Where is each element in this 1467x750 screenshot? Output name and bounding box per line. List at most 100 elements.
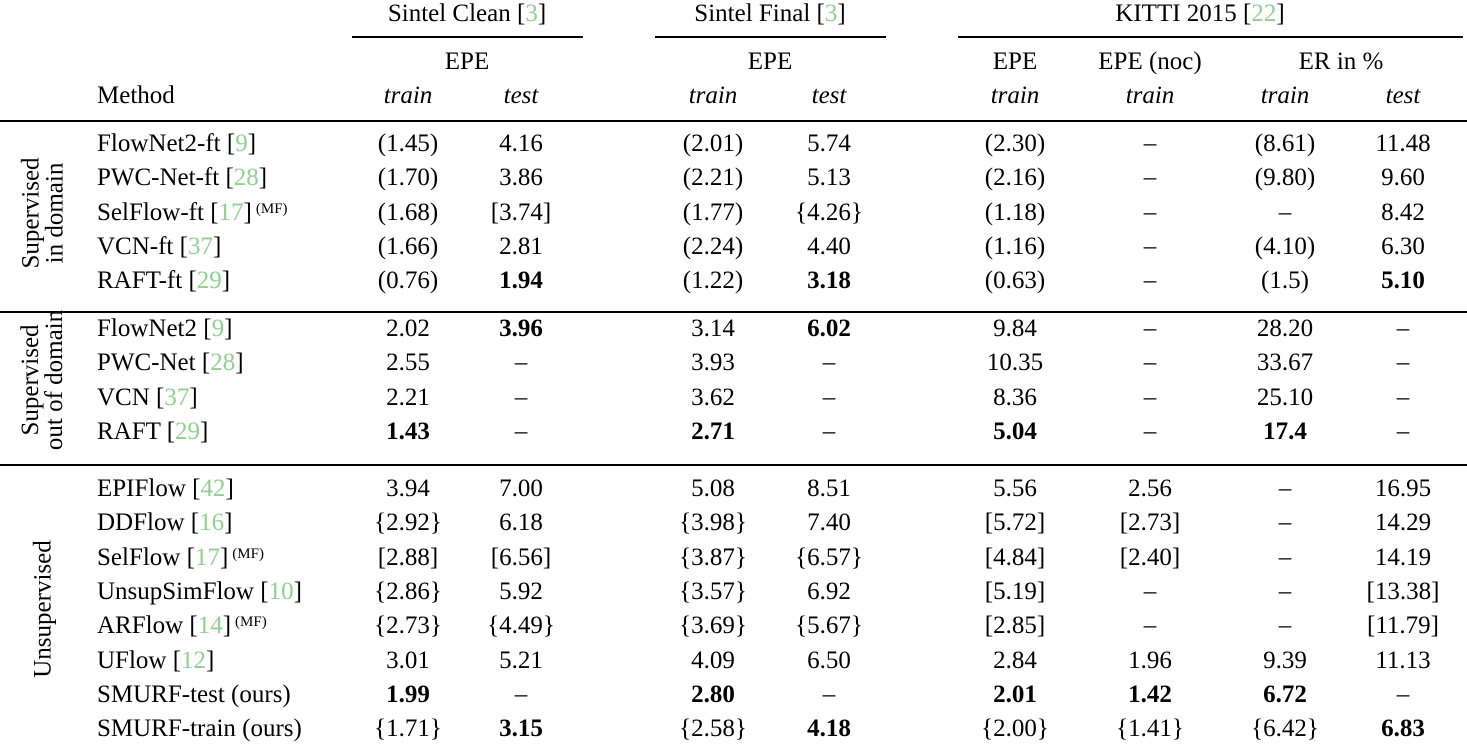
metric-header: EPE [444,48,490,75]
method-name: ARFlow [14] (MF) [97,611,267,641]
group-header: Sintel Clean [3] [388,0,546,29]
table-cell: – [1143,130,1157,157]
citation-bracket: ] [258,164,268,192]
multi-frame-marker: (MF) [232,545,264,562]
method-label: FlowNet2-ft [97,130,221,157]
citation-bracket: [ [253,577,269,605]
citation-bracket: [ [166,646,182,674]
method-name: SMURF-test (ours) [97,680,291,710]
split-header: test [503,82,539,109]
group-label: Sintel Clean [387,0,517,27]
group-label: KITTI 2015 [1115,0,1244,27]
table-cell: (1.5) [1261,267,1309,295]
table-cell: 1.42 [1128,680,1172,708]
table-cell: (2.30) [984,130,1046,157]
table-cell: (1.68) [377,198,439,226]
table-cell: – [1143,267,1157,295]
table-cell: 16.95 [1374,475,1432,502]
group-rule [655,36,886,38]
citation-number: 3 [525,0,538,27]
table-cell: 10.35 [986,349,1044,377]
table-cell: [5.19] [984,577,1046,605]
section-rule [0,311,1467,313]
section-label-line: out of domain [41,310,69,451]
citation-bracket: [ [183,612,198,640]
citation-bracket: ] [537,0,547,27]
table-cell: – [514,680,528,708]
section-label-line: Supervised [17,157,45,269]
citation-bracket: ] [219,543,229,571]
table-cell: 2.80 [691,680,735,708]
method-label: VCN [97,383,150,411]
section-label: Supervised in domain [17,157,69,269]
split-header: train [990,82,1040,109]
table-cell: 3.14 [691,315,735,342]
table-cell: 3.94 [386,475,430,502]
table-cell: 1.94 [499,267,543,295]
table-cell: 6.83 [1381,715,1425,743]
method-name: UFlow [12] [97,646,214,676]
method-label: UnsupSimFlow [97,577,254,605]
table-cell: – [1396,349,1410,377]
table-cell: 25.10 [1256,383,1314,411]
table-cell: 8.42 [1381,198,1425,226]
table-cell: 2.71 [691,417,735,445]
table-cell: 2.56 [1128,475,1172,502]
citation-number: 42 [200,475,226,502]
method-name: SMURF-train (ours) [97,714,302,744]
method-label: SelFlow-ft [97,198,204,226]
table-cell: (4.10) [1254,232,1316,260]
table-cell: 4.18 [807,715,851,743]
method-name: UnsupSimFlow [10] [97,577,302,607]
table-cell: {5.67} [795,612,863,640]
table-cell: 5.21 [499,646,543,674]
citation-number: 29 [196,267,222,295]
table-cell: 7.00 [499,475,543,502]
citation-bracket: [ [173,232,188,260]
table-cell: (1.45) [377,130,439,157]
split-header: train [1260,82,1310,109]
table-cell: [13.38] [1366,577,1440,605]
table-cell: 1.96 [1128,646,1172,674]
section-label-line: in domain [41,162,69,263]
citation-number: 16 [199,509,225,537]
citation-number: 9 [235,130,248,157]
table-cell: 2.55 [386,349,430,377]
table-cell: [4.84] [984,543,1046,571]
group-header: KITTI 2015 [22] [1115,0,1284,29]
method-label: EPIFlow [97,475,186,502]
table-cell: 3.15 [499,715,543,743]
method-label: DDFlow [97,509,185,537]
table-cell: – [1278,509,1292,537]
table-cell: – [514,383,528,411]
citation-number: 14 [197,612,223,640]
citation-bracket: ] [206,646,215,674]
table-cell: – [1143,577,1157,605]
method-label: RAFT-ft [97,267,183,295]
table-cell: – [1278,577,1292,605]
table-cell: 5.08 [691,475,735,502]
method-name: RAFT [29] [97,417,208,447]
citation-number: 3 [824,0,838,27]
table-cell: – [1278,543,1292,571]
table-cell: – [1143,417,1157,445]
table-cell: 1.43 [386,417,430,445]
table-cell: 4.40 [807,232,851,260]
citation-number: 10 [268,577,294,605]
method-label: SMURF-train (ours) [97,715,302,743]
metric-header: ER in % [1298,48,1384,75]
table-cell: (1.18) [984,198,1046,226]
citation-number: 29 [175,417,201,445]
table-cell: – [822,680,836,708]
table-cell: 3.01 [386,646,430,674]
multi-frame-marker: (MF) [255,200,288,217]
citation-number: 22 [1251,0,1277,27]
table-cell: – [514,349,528,377]
table-cell: 7.40 [807,509,851,537]
table-cell: 4.16 [499,130,543,157]
table-cell: – [1143,315,1157,342]
section-label: Supervised out of domain [17,310,69,451]
table-cell: {2.73} [374,612,442,640]
table-cell: – [1143,164,1157,192]
method-label: PWC-Net [97,349,196,377]
